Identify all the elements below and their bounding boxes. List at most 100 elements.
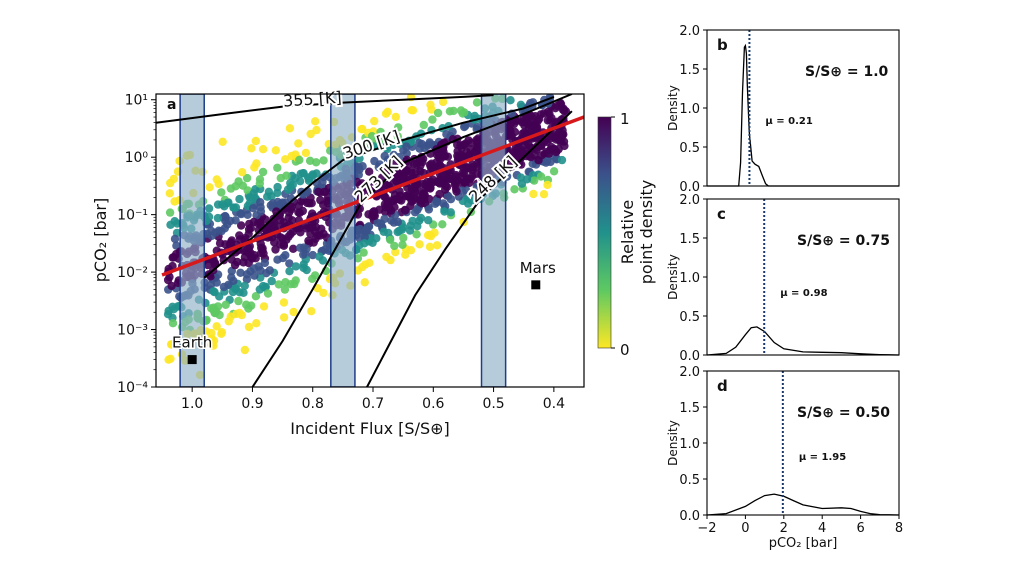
scatter-point <box>369 177 378 186</box>
scatter-point <box>259 302 269 311</box>
scatter-point <box>355 241 364 250</box>
scatter-point <box>425 138 434 147</box>
scatter-point <box>442 130 451 139</box>
scatter-point <box>438 220 447 229</box>
scatter-point <box>217 329 226 338</box>
scatter-point <box>249 189 258 198</box>
scatter-point <box>386 235 395 244</box>
scatter-point <box>443 173 452 182</box>
scatter-point <box>251 254 260 263</box>
scatter-point <box>288 216 297 225</box>
scatter-point <box>247 301 256 310</box>
scatter-point <box>287 151 296 161</box>
scatter-point <box>256 207 266 216</box>
scatter-point <box>285 124 295 133</box>
scatter-point <box>256 266 265 275</box>
y-tick-label: 2.0 <box>679 193 700 208</box>
mean-label: μ = 0.21 <box>765 116 812 127</box>
scatter-point <box>209 287 218 296</box>
scatter-point <box>521 115 530 125</box>
scatter-point <box>546 145 555 154</box>
scatter-point <box>251 136 260 146</box>
scatter-point <box>167 281 176 291</box>
scatter-point <box>441 185 450 194</box>
y-tick-label: 10⁻³ <box>117 323 148 339</box>
scatter-point <box>357 125 366 134</box>
scatter-point <box>370 116 379 126</box>
scatter-point <box>291 262 301 271</box>
scatter-point <box>416 196 425 205</box>
scatter-point <box>319 173 328 182</box>
scatter-point <box>415 240 424 249</box>
scatter-point <box>276 240 285 249</box>
scatter-point <box>270 219 279 228</box>
scatter-point <box>240 281 249 290</box>
x-tick-label: 2 <box>780 521 788 536</box>
scatter-point <box>170 217 179 226</box>
scatter-point <box>231 182 240 191</box>
scatter-point <box>242 270 252 279</box>
panel-a-axes: 1.0 0.9 0.8 0.7 0.6 0.5 0.4 10⁻⁴ 10⁻³ 10⁻² 10⁻¹ 10⁰… <box>117 93 565 412</box>
scatter-point <box>211 308 220 318</box>
x-tick-label: 6 <box>856 521 864 536</box>
y-tick-label: 1.5 <box>679 63 700 78</box>
scatter-point <box>294 201 303 211</box>
scatter-point <box>165 189 174 198</box>
scatter-point <box>166 354 175 363</box>
scatter-point <box>242 247 251 256</box>
y-tick-label: 0.0 <box>679 180 700 195</box>
scatter-point <box>426 100 435 110</box>
scatter-point <box>510 185 519 194</box>
scatter-point <box>524 124 533 133</box>
scatter-point <box>356 224 365 234</box>
isotherm-line <box>156 94 494 124</box>
panel-c: 0.0 0.5 1.0 1.5 2.0 c S/S⊕ = 0.75 μ = 0.98 Densi… <box>666 193 900 364</box>
scatter-point <box>427 159 436 168</box>
x-tick-label: 8 <box>895 521 903 536</box>
scatter-point <box>281 155 290 164</box>
panel-frame <box>706 29 900 187</box>
scatter-point <box>391 247 400 257</box>
panel-label: d <box>717 377 728 395</box>
scatter-point <box>256 198 265 207</box>
scatter-point <box>390 191 400 200</box>
scatter-point <box>393 132 402 141</box>
scatter-point <box>260 258 270 268</box>
scatter-point <box>166 178 175 188</box>
scatter-point <box>398 240 407 249</box>
y-tick-label: 10⁻⁴ <box>117 380 148 396</box>
scatter-point <box>302 198 312 208</box>
scatter-point <box>285 267 294 276</box>
y-axis-label: Density <box>666 420 680 466</box>
scatter-point <box>417 139 426 149</box>
scatter-point <box>360 187 369 196</box>
scatter-point <box>311 117 320 126</box>
scatter-point <box>207 334 217 343</box>
scatter-point <box>530 176 539 185</box>
scatter-point <box>267 276 276 286</box>
scatter-point <box>405 226 415 235</box>
panel-frame <box>706 198 900 356</box>
scatter-point <box>379 227 388 236</box>
scatter-point <box>353 254 363 263</box>
scatter-point <box>271 146 280 155</box>
highlight-band <box>480 94 507 387</box>
scatter-point <box>169 253 178 262</box>
scatter-point <box>408 216 417 226</box>
scatter-point <box>231 284 240 293</box>
scatter-point <box>516 100 526 110</box>
scatter-point <box>529 189 538 199</box>
scatter-point <box>218 200 227 209</box>
scatter-point <box>259 249 268 258</box>
highlight-bands <box>179 94 507 387</box>
reference-label-earth: Earth <box>172 334 212 352</box>
y-tick-label: 10⁻² <box>117 265 148 281</box>
scatter-point <box>359 248 368 257</box>
reference-marker-earth <box>187 355 197 365</box>
y-tick-label: 2.0 <box>679 24 700 39</box>
scatter-point <box>266 201 275 210</box>
scatter-point <box>391 112 400 122</box>
y-axis-label: Density <box>666 254 680 300</box>
scatter-point <box>506 96 515 105</box>
x-tick-label: 4 <box>818 521 826 536</box>
